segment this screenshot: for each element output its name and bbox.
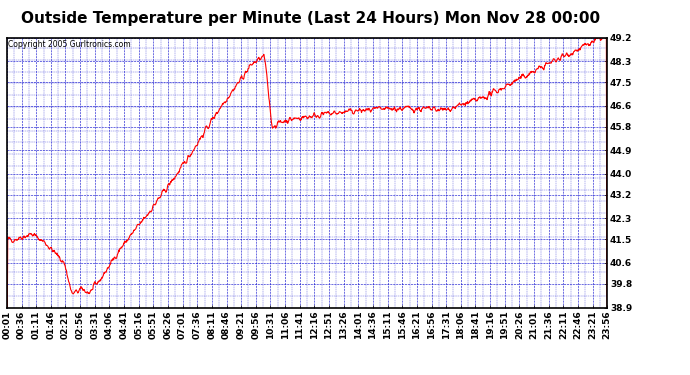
Text: Outside Temperature per Minute (Last 24 Hours) Mon Nov 28 00:00: Outside Temperature per Minute (Last 24 … [21,11,600,26]
Text: Copyright 2005 Gurltronics.com: Copyright 2005 Gurltronics.com [8,40,130,49]
